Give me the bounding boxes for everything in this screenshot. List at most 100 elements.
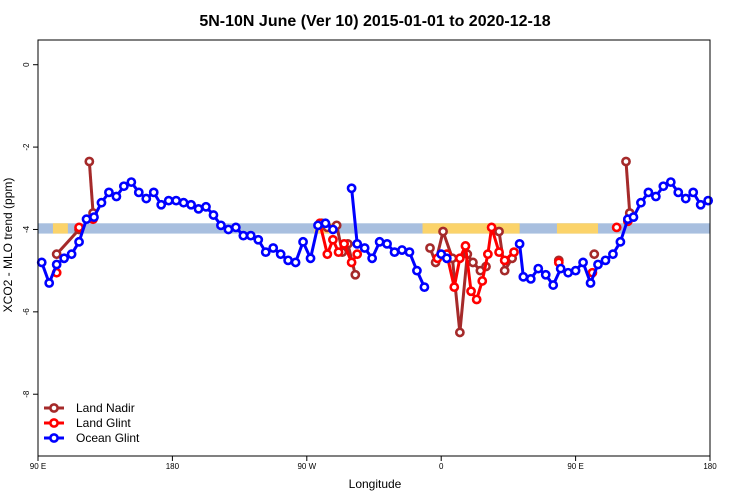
series-2-point-0-24 bbox=[216, 220, 226, 231]
series-1-point-4-9 bbox=[486, 222, 497, 233]
series-0-point-2-5 bbox=[350, 269, 361, 280]
series-2-point-3-0 bbox=[514, 238, 525, 249]
series-2-point-0-39 bbox=[328, 224, 338, 235]
series-2-point-3-24 bbox=[688, 187, 699, 198]
series-2-point-1-7 bbox=[397, 245, 407, 255]
series-1-point-4-12 bbox=[509, 247, 519, 258]
series-2-point-3-2 bbox=[525, 273, 536, 284]
y-axis: 0 -2 -4 -6 -8 bbox=[22, 62, 38, 398]
series-2-point-0-8 bbox=[96, 197, 107, 208]
series-2-point-1-0 bbox=[346, 183, 357, 194]
band-land-span-0 bbox=[52, 223, 68, 234]
series-2-point-3-8 bbox=[570, 265, 581, 276]
series-2-point-0-13 bbox=[133, 187, 144, 198]
series-2-point-0-33 bbox=[283, 255, 294, 266]
series-2-point-1-1 bbox=[352, 238, 363, 249]
series-2-point-3-3 bbox=[533, 263, 544, 274]
series-2-point-0-16 bbox=[156, 199, 167, 210]
series-2-point-0-27 bbox=[238, 230, 249, 241]
series-2-point-1-8 bbox=[404, 247, 415, 258]
legend-marker-0 bbox=[49, 403, 59, 413]
series-2-point-3-10 bbox=[585, 278, 596, 288]
series-2-point-0-1 bbox=[44, 278, 55, 288]
series-2-point-0-29 bbox=[253, 234, 264, 245]
series-1-point-3-5 bbox=[346, 257, 357, 268]
legend-marker-2 bbox=[49, 433, 59, 443]
series-2-point-3-1 bbox=[518, 271, 529, 282]
series-2-point-3-23 bbox=[680, 193, 691, 204]
series-2-point-2-1 bbox=[441, 253, 452, 264]
series-0-line-0 bbox=[55, 228, 81, 256]
reference-band bbox=[38, 223, 710, 234]
series-2-line-3 bbox=[518, 180, 709, 287]
x-axis: 90 E 180 90 W 0 90 E 180 bbox=[30, 456, 717, 471]
series-2-point-3-18 bbox=[643, 187, 654, 198]
series-2-point-0-22 bbox=[201, 201, 211, 212]
series-2-point-3-17 bbox=[636, 197, 646, 208]
series-2-point-0-11 bbox=[118, 181, 129, 192]
series-2-point-3-4 bbox=[540, 269, 551, 280]
series-2-point-3-26 bbox=[703, 195, 714, 206]
series-1-point-3-6 bbox=[352, 249, 363, 260]
series-0-point-3-6 bbox=[468, 257, 478, 268]
series-0-point-3-4 bbox=[454, 327, 465, 338]
series-2-point-3-5 bbox=[548, 280, 559, 290]
series-2-point-0-31 bbox=[268, 243, 279, 253]
series-0-point-4-0 bbox=[494, 226, 504, 237]
series-2-point-3-13 bbox=[608, 249, 618, 260]
series-2-point-1-10 bbox=[419, 282, 430, 293]
band-land-span-3 bbox=[556, 223, 598, 234]
series-0-point-0-0 bbox=[51, 249, 62, 260]
series-2-point-0-19 bbox=[178, 197, 189, 208]
y-tick-label-1: -2 bbox=[22, 143, 31, 151]
series-1-point-4-10 bbox=[494, 247, 504, 258]
plot-frame bbox=[37, 39, 711, 457]
series-2-point-0-4 bbox=[66, 249, 77, 260]
series-2-point-0-2 bbox=[51, 259, 62, 270]
y-tick-label-0: 0 bbox=[22, 62, 31, 67]
series-1-point-4-4 bbox=[460, 241, 471, 251]
series-2-point-1-6 bbox=[389, 247, 400, 258]
series-2-point-0-9 bbox=[104, 187, 114, 198]
series-2-point-1-9 bbox=[412, 265, 422, 276]
series-2-point-3-7 bbox=[563, 267, 574, 278]
y-axis-label: XCO2 - MLO trend (ppm) bbox=[1, 178, 15, 313]
series-2-point-0-35 bbox=[298, 236, 308, 247]
y-tick-label-4: -8 bbox=[22, 390, 31, 398]
x-tick-label-3: 0 bbox=[439, 462, 444, 471]
series-2-point-3-9 bbox=[578, 257, 588, 268]
series-2-point-0-23 bbox=[208, 210, 219, 220]
chart-title: 5N-10N June (Ver 10) 2015-01-01 to 2020-… bbox=[199, 13, 550, 30]
series-2-point-0-6 bbox=[81, 214, 92, 225]
y-tick-label-3: -6 bbox=[22, 308, 31, 316]
series-0-point-3-0 bbox=[425, 243, 435, 253]
series-2-point-0-18 bbox=[171, 195, 182, 206]
series-0-point-6-0 bbox=[589, 249, 600, 260]
series-1-point-7-0 bbox=[611, 222, 622, 233]
legend-marker-1 bbox=[49, 418, 59, 428]
series-2-point-0-20 bbox=[186, 199, 196, 210]
series-2-point-1-2 bbox=[359, 243, 370, 253]
series-1-point-4-3 bbox=[454, 253, 465, 264]
x-tick-label-2: 90 W bbox=[297, 462, 316, 471]
plot-series bbox=[36, 156, 714, 338]
series-1-point-3-2 bbox=[328, 234, 338, 245]
x-tick-label-4: 90 E bbox=[567, 462, 583, 471]
series-1-point-4-5 bbox=[466, 286, 476, 297]
legend-label-0: Land Nadir bbox=[76, 401, 135, 415]
y-tick-label-2: -4 bbox=[22, 225, 31, 233]
series-2-point-0-34 bbox=[290, 257, 301, 268]
series-2-point-0-15 bbox=[148, 187, 159, 198]
series-2 bbox=[36, 177, 714, 293]
series-2-point-3-6 bbox=[555, 263, 566, 274]
series-2-point-0-17 bbox=[163, 195, 174, 206]
series-2-point-0-28 bbox=[245, 230, 256, 241]
series-2-point-3-12 bbox=[600, 255, 611, 266]
series-2-point-0-10 bbox=[111, 191, 122, 202]
series-2-point-3-11 bbox=[593, 259, 603, 270]
series-2-point-1-4 bbox=[374, 236, 385, 247]
x-tick-label-5: 180 bbox=[703, 462, 717, 471]
series-2-point-1-3 bbox=[367, 253, 378, 264]
